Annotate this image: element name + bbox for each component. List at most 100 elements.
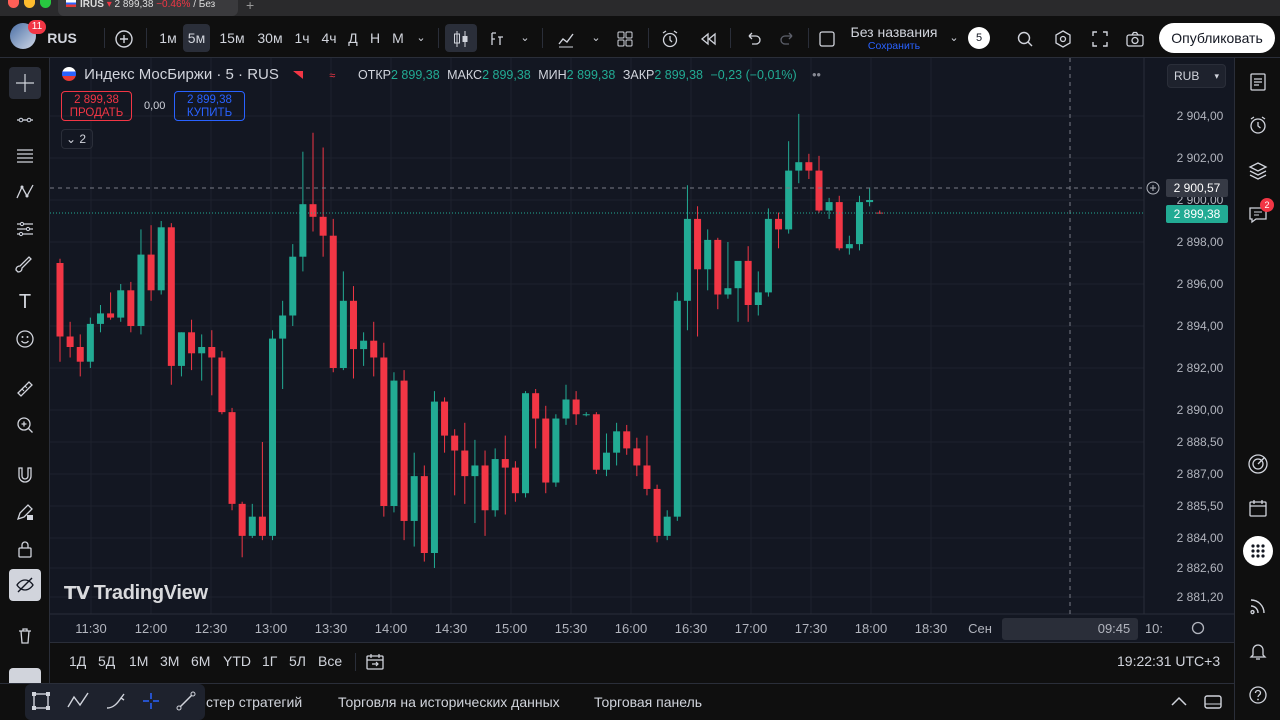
range-5y[interactable]: 5Л xyxy=(289,653,306,669)
tab-change: −0.46% xyxy=(156,0,191,10)
replay-button[interactable] xyxy=(695,24,721,52)
symbol-legend[interactable]: Индекс МосБиржи · 5 · RUS ≈ xyxy=(62,66,335,83)
crosshair-small-icon[interactable] xyxy=(140,690,162,717)
chart-pane[interactable]: 2 904,00 2 902,00 2 900,00 2 898,00 2 896,00… xyxy=(50,58,1234,642)
pattern-tool[interactable] xyxy=(9,176,41,208)
interval-1h[interactable]: 1ч xyxy=(294,30,310,46)
indicators-templates-button[interactable] xyxy=(553,24,579,52)
settings-button[interactable] xyxy=(1050,24,1076,52)
maximize-panel-icon[interactable] xyxy=(1202,692,1224,717)
interval-5m[interactable]: 5м xyxy=(183,24,210,52)
range-all[interactable]: Все xyxy=(318,653,343,669)
range-1m[interactable]: 1М xyxy=(129,653,149,669)
trend-line-tool[interactable] xyxy=(9,104,41,136)
interval-15m[interactable]: 15м xyxy=(219,30,245,46)
new-tab-icon[interactable]: + xyxy=(246,0,255,13)
interval-week[interactable]: Н xyxy=(369,30,381,46)
plus-circle-icon xyxy=(115,30,133,48)
calendar-button[interactable] xyxy=(1243,493,1273,523)
measure-tool[interactable] xyxy=(9,373,41,405)
interval-day[interactable]: Д xyxy=(348,30,358,46)
range-1y[interactable]: 1Г xyxy=(262,653,278,669)
range-ytd[interactable]: YTD xyxy=(223,653,251,669)
layout-save-link[interactable]: Сохранить xyxy=(867,40,921,52)
help-button[interactable] xyxy=(1243,680,1273,710)
forecast-tool[interactable] xyxy=(9,213,41,245)
sell-button[interactable]: 2 899,38 ПРОДАТЬ xyxy=(61,91,132,121)
candle-body xyxy=(855,202,863,245)
chevron-down-icon[interactable]: ⌄ xyxy=(416,32,426,44)
candle-body xyxy=(461,450,469,477)
interval-4h[interactable]: 4ч xyxy=(321,30,337,46)
candles-chart-type-button[interactable] xyxy=(445,24,477,52)
chevron-down-icon[interactable]: ⌄ xyxy=(949,32,959,44)
chevron-down-icon[interactable]: ⌄ xyxy=(520,32,530,44)
object-tree-button[interactable] xyxy=(1243,156,1273,186)
candle-body xyxy=(775,218,783,230)
chevron-down-icon[interactable]: ⌄ xyxy=(591,32,601,44)
quick-search-button[interactable] xyxy=(1012,24,1038,52)
path-tool-icon[interactable] xyxy=(66,690,92,717)
lock-drawing-tool[interactable] xyxy=(9,496,41,528)
magnet-tool[interactable] xyxy=(9,459,41,491)
indicators-button[interactable] xyxy=(484,24,510,52)
symbol-search-button[interactable]: RUS xyxy=(47,30,77,46)
go-to-date-button[interactable] xyxy=(364,652,386,677)
more-dots-icon[interactable]: •• xyxy=(812,68,821,82)
tab-strategy-tester[interactable]: стер стратегий xyxy=(206,694,303,710)
text-tool[interactable]: T xyxy=(9,286,41,318)
chevron-up-icon[interactable] xyxy=(1168,692,1190,717)
interval-1m[interactable]: 1м xyxy=(159,30,177,46)
layout-grid-button[interactable] xyxy=(612,24,638,52)
maximize-window-icon[interactable] xyxy=(40,0,51,8)
products-button[interactable] xyxy=(1243,536,1273,566)
chart-settings-icon[interactable] xyxy=(1191,621,1205,635)
rectangle-tool-icon[interactable] xyxy=(30,690,52,717)
emoji-tool[interactable] xyxy=(9,323,41,355)
range-3m[interactable]: 3М xyxy=(160,653,180,669)
watchlist-button[interactable] xyxy=(1243,67,1273,97)
layout-name-button[interactable]: Без названия Сохранить xyxy=(846,24,942,52)
tab-replay-trading[interactable]: Торговля на исторических данных xyxy=(338,694,560,710)
currency-select[interactable]: RUB ▾ xyxy=(1167,64,1226,88)
browser-tab[interactable]: IRUS ▾ 2 899,38 −0.46% / Без xyxy=(58,0,238,16)
tab-trading-panel[interactable]: Торговая панель xyxy=(594,694,703,710)
compare-symbol-button[interactable] xyxy=(112,24,136,52)
remove-drawings-tool[interactable] xyxy=(9,619,41,651)
alert-button[interactable] xyxy=(657,24,683,52)
candle-body xyxy=(400,380,408,521)
zoom-tool[interactable] xyxy=(9,409,41,441)
price-chart[interactable]: 2 904,002 902,002 900,002 898,002 896,00… xyxy=(50,58,1234,642)
interval-30m[interactable]: 30м xyxy=(257,30,283,46)
interval-month[interactable]: М xyxy=(392,30,404,46)
range-5d[interactable]: 5Д xyxy=(98,653,116,669)
brush-tool[interactable] xyxy=(9,249,41,281)
layout-count-badge[interactable]: 5 xyxy=(968,27,990,49)
crosshair-tool[interactable] xyxy=(9,67,41,99)
layout-toggle-button[interactable] xyxy=(814,24,840,52)
fib-tool[interactable] xyxy=(9,140,41,172)
tradingview-watermark[interactable]: 𝗧𝗩 TradingView xyxy=(64,582,208,605)
range-6m[interactable]: 6М xyxy=(191,653,211,669)
snapshot-button[interactable] xyxy=(1122,24,1148,52)
buy-button[interactable]: 2 899,38 КУПИТЬ xyxy=(174,91,245,121)
fullscreen-button[interactable] xyxy=(1087,24,1113,52)
publish-button[interactable]: Опубликовать xyxy=(1159,23,1275,53)
buy-price: 2 899,38 xyxy=(187,94,232,106)
range-1d[interactable]: 1Д xyxy=(69,653,87,669)
redo-button[interactable] xyxy=(775,24,801,52)
minimize-window-icon[interactable] xyxy=(24,0,35,8)
trend-line-small-icon[interactable] xyxy=(175,690,197,717)
notifications-button[interactable] xyxy=(1243,636,1273,666)
lock-all-tool[interactable] xyxy=(9,533,41,565)
screener-button[interactable] xyxy=(1243,449,1273,479)
add-alert-icon[interactable] xyxy=(1146,181,1160,195)
hide-drawings-tool[interactable] xyxy=(9,569,41,601)
utc-clock[interactable]: 19:22:31 UTC+3 xyxy=(1117,653,1221,669)
undo-button[interactable] xyxy=(740,24,766,52)
pen-tool-icon[interactable] xyxy=(104,690,130,717)
close-window-icon[interactable] xyxy=(8,0,19,8)
indicators-collapse-button[interactable]: ⌄ 2 xyxy=(61,129,93,149)
alerts-button[interactable] xyxy=(1243,110,1273,140)
news-stream-button[interactable] xyxy=(1243,591,1273,621)
